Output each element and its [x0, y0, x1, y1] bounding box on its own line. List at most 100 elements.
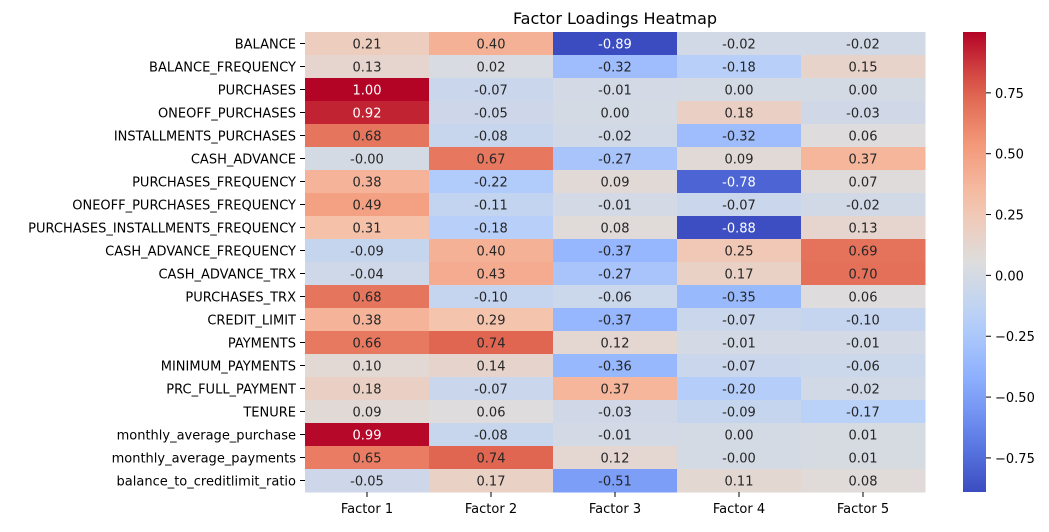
cell-value-label: 0.00 [601, 107, 630, 122]
heatmap-cell [305, 101, 430, 125]
cell-value-label: -0.03 [598, 406, 632, 421]
cell-value-label: -0.10 [474, 291, 508, 306]
cell-value-label: 0.21 [353, 38, 382, 53]
heatmap-cell [553, 170, 678, 194]
cell-value-label: 0.08 [849, 475, 878, 490]
cell-value-label: -0.07 [474, 383, 508, 398]
colorbar-tick-label: −0.50 [995, 391, 1035, 406]
cell-value-label: 0.11 [725, 475, 754, 490]
heatmap-cell [429, 423, 554, 447]
heatmap-cell [553, 423, 678, 447]
heatmap-cell [305, 239, 430, 263]
cell-value-label: 0.92 [353, 107, 382, 122]
cell-value-label: 0.67 [477, 153, 506, 168]
cell-value-label: 0.37 [849, 153, 878, 168]
heatmap-cell [305, 147, 430, 171]
cell-value-label: 0.74 [477, 337, 506, 352]
heatmap-cell [429, 78, 554, 102]
heatmap-cell [801, 32, 926, 56]
cell-value-label: -0.01 [598, 84, 632, 99]
heatmap-cell [677, 469, 802, 493]
row-label: PURCHASES_INSTALLMENTS_FREQUENCY [28, 222, 296, 237]
row-label: INSTALLMENTS_PURCHASES [114, 130, 296, 145]
cell-value-label: -0.07 [722, 199, 756, 214]
heatmap-cell [553, 469, 678, 493]
cell-value-label: -0.78 [722, 176, 756, 191]
cell-value-label: -0.05 [474, 107, 508, 122]
heatmap-cell [553, 32, 678, 56]
heatmap-cell [429, 124, 554, 148]
cell-value-label: 0.09 [725, 153, 754, 168]
cell-value-label: -0.02 [598, 130, 632, 145]
heatmap-cell [677, 331, 802, 355]
heatmap-cell [305, 78, 430, 102]
cell-value-label: -0.06 [846, 360, 880, 375]
cell-value-label: -0.07 [722, 360, 756, 375]
heatmap-cell [429, 193, 554, 217]
heatmap-cell [429, 469, 554, 493]
cell-value-label: -0.37 [598, 314, 632, 329]
heatmap-cell [677, 446, 802, 470]
cell-value-label: 0.43 [477, 268, 506, 283]
cell-value-label: -0.01 [846, 337, 880, 352]
cell-value-label: 0.00 [725, 429, 754, 444]
heatmap-cell [801, 423, 926, 447]
heatmap-cell [553, 262, 678, 286]
column-label: Factor 4 [713, 502, 765, 517]
cell-value-label: -0.01 [598, 199, 632, 214]
cell-value-label: -0.22 [474, 176, 508, 191]
cell-value-label: -0.02 [722, 38, 756, 53]
cell-value-label: -0.35 [722, 291, 756, 306]
heatmap-cell [553, 193, 678, 217]
column-label: Factor 3 [589, 502, 641, 517]
cell-value-label: -0.27 [598, 153, 632, 168]
row-label: monthly_average_purchase [117, 429, 296, 444]
heatmap-cell [429, 285, 554, 309]
heatmap-cell [801, 147, 926, 171]
cell-value-label: -0.88 [722, 222, 756, 237]
heatmap-cell [801, 170, 926, 194]
cell-value-label: 0.14 [477, 360, 506, 375]
heatmap-cell [801, 377, 926, 401]
heatmap-cell [305, 423, 430, 447]
heatmap-cell [801, 193, 926, 217]
column-label: Factor 5 [837, 502, 889, 517]
heatmap-cell [429, 216, 554, 240]
cell-value-label: 0.18 [725, 107, 754, 122]
row-label: CASH_ADVANCE_FREQUENCY [105, 245, 296, 260]
heatmap-cell [429, 331, 554, 355]
row-label: BALANCE_FREQUENCY [149, 61, 296, 76]
heatmap-cell [801, 400, 926, 424]
cell-value-label: 0.68 [353, 291, 382, 306]
cell-value-label: -0.36 [598, 360, 632, 375]
cell-value-label: -0.02 [846, 38, 880, 53]
cell-value-label: -0.10 [846, 314, 880, 329]
cell-value-label: 0.00 [725, 84, 754, 99]
heatmap-cell [677, 308, 802, 332]
heatmap-cell [801, 124, 926, 148]
heatmap-cell [677, 400, 802, 424]
heatmap-cell [801, 331, 926, 355]
heatmap-cell [305, 331, 430, 355]
heatmap-cell [553, 147, 678, 171]
column-label: Factor 2 [465, 502, 517, 517]
heatmap-cell [305, 32, 430, 56]
cell-value-label: 0.06 [849, 130, 878, 145]
heatmap-cell [801, 285, 926, 309]
row-label: PRC_FULL_PAYMENT [166, 383, 296, 398]
heatmap-cell [553, 377, 678, 401]
row-label: CREDIT_LIMIT [207, 314, 296, 329]
heatmap-cell [553, 400, 678, 424]
heatmap-cell [801, 216, 926, 240]
heatmap-cell [801, 78, 926, 102]
heatmap-cell [429, 446, 554, 470]
heatmap-cell [305, 446, 430, 470]
heatmap-cell [305, 170, 430, 194]
heatmap-cell [429, 147, 554, 171]
heatmap-cell [801, 101, 926, 125]
cell-value-label: -0.09 [722, 406, 756, 421]
colorbar-tick-label: 0.75 [995, 87, 1024, 102]
cell-value-label: -0.37 [598, 245, 632, 260]
heatmap-cell [677, 170, 802, 194]
